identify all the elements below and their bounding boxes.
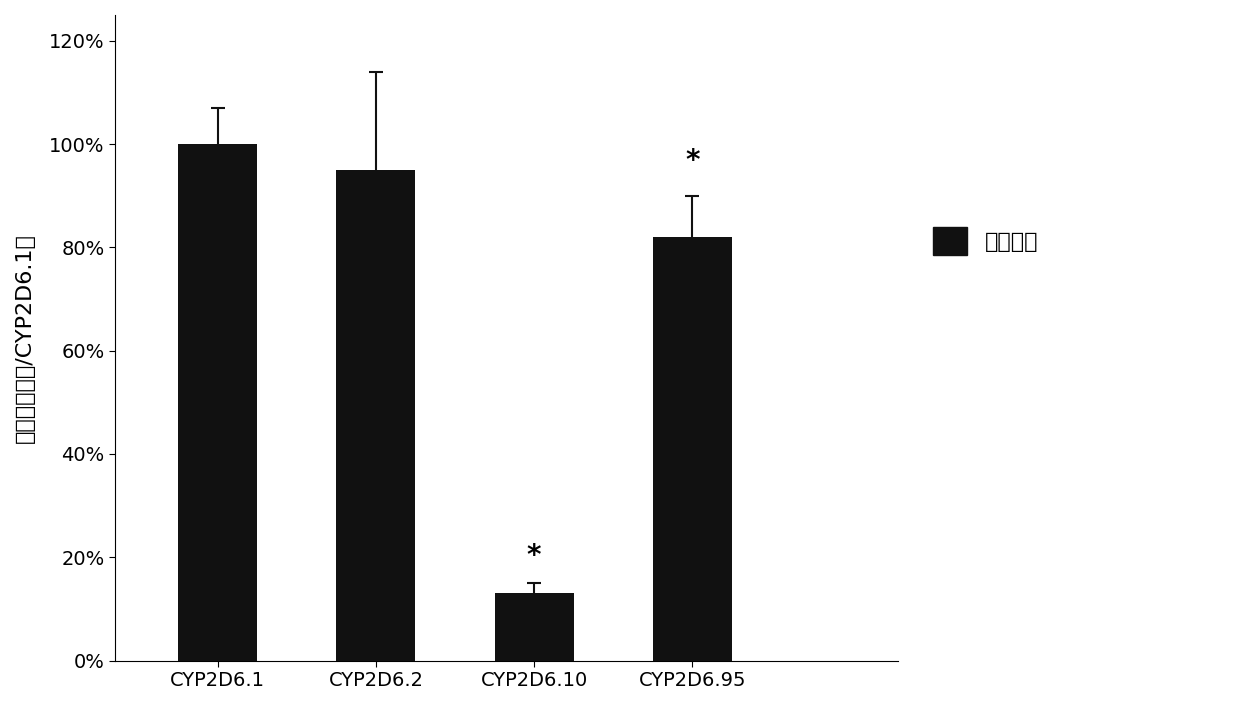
Bar — [178, 144, 258, 661]
Bar — [336, 170, 415, 661]
Text: *: * — [685, 147, 700, 175]
Text: *: * — [527, 542, 541, 570]
Legend: 右美沙芬: 右美沙芬 — [924, 219, 1047, 264]
Y-axis label: 相对代谢比（/CYP2D6.1）: 相对代谢比（/CYP2D6.1） — [15, 233, 35, 443]
Bar — [653, 237, 732, 661]
Bar — [494, 594, 574, 661]
